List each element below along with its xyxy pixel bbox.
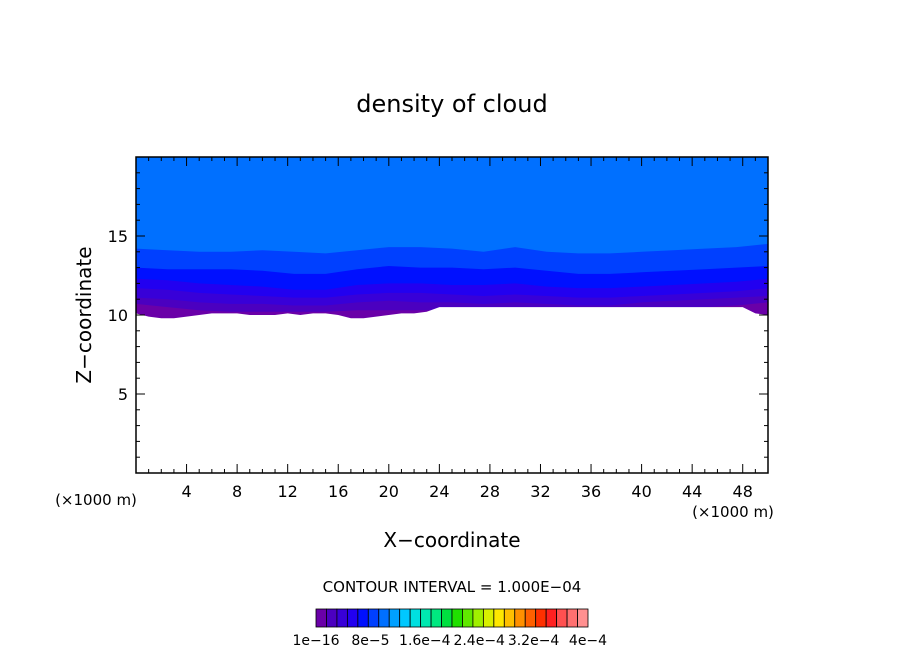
y-tick-label: 10: [108, 306, 128, 325]
y-tick-label: 5: [118, 385, 128, 404]
colorbar-swatch: [556, 608, 568, 628]
colorbar-swatch: [430, 608, 442, 628]
colorbar-swatch: [535, 608, 547, 628]
colorbar-swatch: [441, 608, 453, 628]
x-tick-label: 12: [278, 482, 298, 501]
colorbar-swatch: [409, 608, 422, 628]
colorbar-swatch: [524, 608, 537, 628]
contour-interval-note: CONTOUR INTERVAL = 1.000E−04: [323, 578, 582, 596]
colorbar-swatch: [462, 608, 474, 628]
x-tick-label: 28: [480, 482, 500, 501]
x-tick-label: 40: [631, 482, 651, 501]
colorbar-swatch: [388, 608, 401, 628]
x-axis-label: X−coordinate: [383, 528, 520, 552]
x-tick-label: 16: [328, 482, 348, 501]
x-tick-label: 8: [232, 482, 242, 501]
y-tick-label: 15: [108, 227, 128, 246]
colorbar-swatch: [451, 608, 463, 628]
colorbar-swatch: [315, 608, 327, 628]
colorbar-label: 3.2e−4: [508, 633, 560, 649]
x-tick-labels: 4 8 12 16 20 24 28 32 36 40 44 48: [181, 482, 752, 501]
colorbar-label: 1e−16: [292, 633, 339, 649]
colorbar-label: 8e−5: [351, 633, 389, 649]
x-tick-label: 32: [530, 482, 550, 501]
colorbar-swatch: [566, 608, 578, 628]
colorbar-swatch: [326, 608, 338, 628]
colorbar-swatch: [367, 608, 380, 628]
x-unit-right: (×1000 m): [692, 503, 774, 521]
colorbar-swatch: [336, 608, 348, 628]
colorbar-swatch: [482, 608, 495, 628]
x-unit-left: (×1000 m): [55, 491, 137, 509]
x-tick-label: 48: [733, 482, 753, 501]
colorbar-swatch: [493, 608, 505, 628]
colorbar-swatch: [514, 608, 526, 628]
y-tick-labels: 5 10 15: [108, 227, 128, 404]
colorbar-swatch: [399, 608, 411, 628]
colorbar-swatch: [545, 608, 558, 628]
colorbar-labels: 1e−16 8e−5 1.6e−4 2.4e−4 3.2e−4 4e−4: [292, 633, 607, 649]
x-tick-label: 44: [682, 482, 702, 501]
axis-ticks: [136, 157, 768, 473]
colorbar-swatch: [378, 608, 390, 628]
clear-air-region: [136, 307, 768, 473]
colorbar-swatch: [346, 608, 359, 628]
x-tick-label: 24: [429, 482, 449, 501]
y-axis-label: Z−coordinate: [72, 246, 96, 383]
colorbar-swatch: [577, 608, 589, 628]
colorbar: [315, 608, 589, 628]
colorbar-label: 1.6e−4: [399, 633, 451, 649]
x-tick-label: 36: [581, 482, 601, 501]
x-tick-label: 4: [181, 482, 191, 501]
colorbar-label: 4e−4: [569, 633, 607, 649]
colorbar-swatch: [503, 608, 516, 628]
colorbar-swatch: [420, 608, 432, 628]
chart-title: density of cloud: [356, 90, 547, 118]
x-tick-label: 20: [379, 482, 399, 501]
colorbar-swatch: [357, 608, 369, 628]
colorbar-swatch: [472, 608, 484, 628]
colorbar-label: 2.4e−4: [453, 633, 505, 649]
